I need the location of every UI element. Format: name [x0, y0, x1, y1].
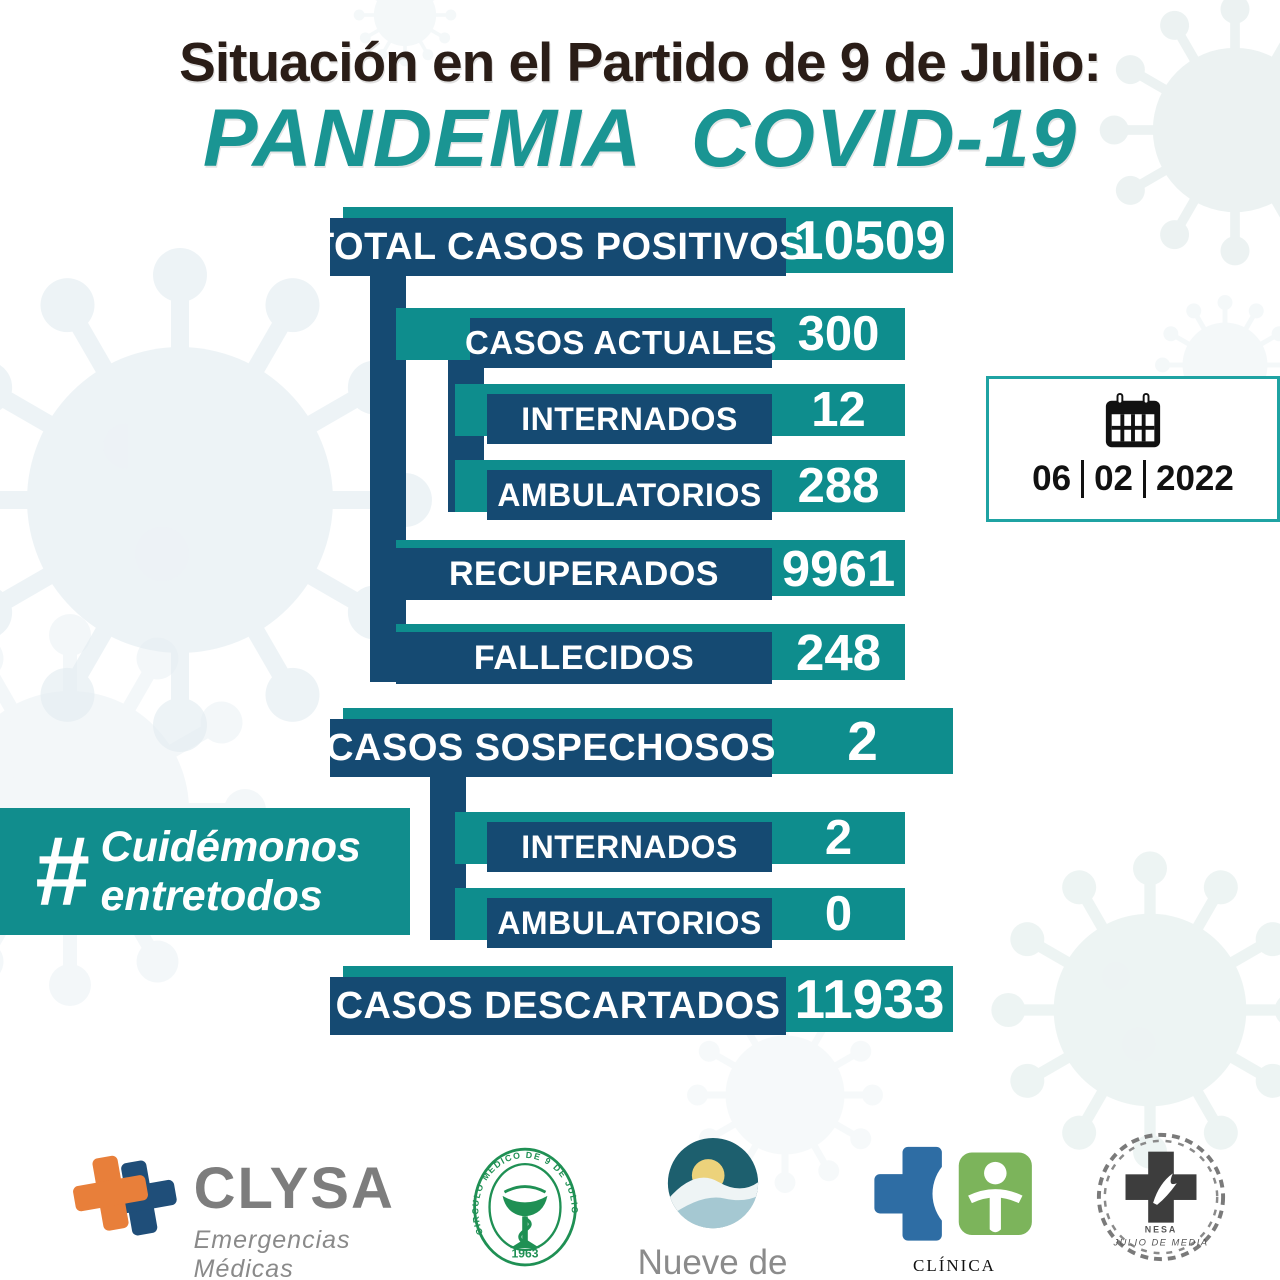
- date-separator: [1081, 460, 1085, 498]
- calendar-icon: [1105, 392, 1161, 448]
- stat-value: 10509: [793, 209, 946, 271]
- stat-label: AMBULATORIOS: [497, 904, 762, 941]
- person-icon: [967, 1161, 1022, 1233]
- stat-label: INTERNADOS: [521, 400, 738, 437]
- logo-municipalidad: Nueve de Julio MUNICIPALIDAD: [620, 1137, 805, 1280]
- stat-labelbar-total-positivos: TOTAL CASOS POSITIVOS: [311, 218, 805, 276]
- report-date-box: 06 02 2022: [986, 376, 1280, 522]
- stat-value: 0: [824, 887, 853, 941]
- logo-clinica-independencia: CLÍNICA INDEPENDENCIA: [862, 1145, 1047, 1280]
- stat-labelbar-internados-sosp: INTERNADOS: [487, 822, 772, 872]
- hashtag-line2: entretodos: [100, 871, 323, 920]
- stat-label: TOTAL CASOS POSITIVOS: [310, 225, 806, 268]
- cross-hand-icon: [1125, 1151, 1197, 1223]
- hashtag-banner: # Cuidémonos entretodos: [0, 808, 410, 935]
- circulo-year: 1963: [512, 1246, 539, 1260]
- hashtag-line1: Cuidémonos: [100, 823, 361, 872]
- stamp-line1: NESA: [1145, 1224, 1178, 1234]
- clysa-cross-icon: [73, 1155, 177, 1236]
- stat-labelbar-recuperados: RECUPERADOS: [396, 548, 772, 600]
- stat-labelbar-fallecidos: FALLECIDOS: [396, 632, 772, 684]
- stamp-line2: JULIO DE MEDIA: [1112, 1237, 1208, 1247]
- stat-label: AMBULATORIOS: [497, 476, 762, 513]
- clinica-cross-icon: [873, 1146, 1032, 1241]
- stat-value: 2: [847, 710, 878, 772]
- page-subtitle: PANDEMIA COVID-19: [202, 93, 1078, 184]
- clinica-name: CLÍNICA INDEPENDENCIA: [873, 1256, 1034, 1280]
- logo-stamp: NESA JULIO DE MEDIA: [1092, 1128, 1230, 1271]
- stat-value: 11933: [794, 968, 945, 1030]
- date-month: 02: [1094, 459, 1133, 498]
- date-year: 2022: [1156, 459, 1234, 498]
- stat-label: INTERNADOS: [521, 828, 738, 865]
- clysa-name: CLYSA: [193, 1156, 395, 1221]
- stat-value: 9961: [781, 539, 896, 597]
- stat-label: CASOS SOSPECHOSOS: [326, 726, 776, 769]
- stat-value: 248: [795, 623, 882, 681]
- stat-label: CASOS DESCARTADOS: [335, 984, 781, 1027]
- hygieia-cup-icon: [502, 1185, 548, 1249]
- logo-clysa: CLYSA Emergencias Médicas: [70, 1138, 420, 1280]
- stat-value: 2: [824, 811, 853, 865]
- date-separator: [1143, 460, 1146, 498]
- stat-value: 300: [797, 307, 880, 361]
- hashtag-symbol: #: [34, 815, 89, 926]
- stat-labelbar-internados: INTERNADOS: [487, 394, 772, 444]
- stat-value: 288: [797, 459, 880, 513]
- stat-labelbar-ambulatorios: AMBULATORIOS: [487, 470, 772, 520]
- page-title: Situación en el Partido de 9 de Julio:: [179, 31, 1102, 93]
- stat-labelbar-sospechosos: CASOS SOSPECHOSOS: [326, 719, 775, 777]
- report-date: 06 02 2022: [1032, 459, 1234, 499]
- clysa-tagline: Emergencias Médicas: [193, 1226, 351, 1280]
- municipalidad-name: Nueve de Julio: [637, 1243, 788, 1280]
- stat-labelbar-ambulatorios-sosp: AMBULATORIOS: [487, 898, 772, 948]
- logo-circulo-medico: CIRCULO MEDICO DE 9 DE JULIO 1963: [455, 1138, 595, 1280]
- municipalidad-emblem-icon: [667, 1137, 758, 1229]
- stat-label: CASOS ACTUALES: [465, 324, 777, 361]
- stat-labelbar-casos-actuales: CASOS ACTUALES: [465, 318, 776, 368]
- date-day: 06: [1032, 459, 1072, 498]
- stat-labelbar-descartados: CASOS DESCARTADOS: [330, 977, 786, 1035]
- stat-label: FALLECIDOS: [473, 638, 695, 677]
- stat-value: 12: [811, 383, 866, 437]
- stat-label: RECUPERADOS: [449, 554, 719, 593]
